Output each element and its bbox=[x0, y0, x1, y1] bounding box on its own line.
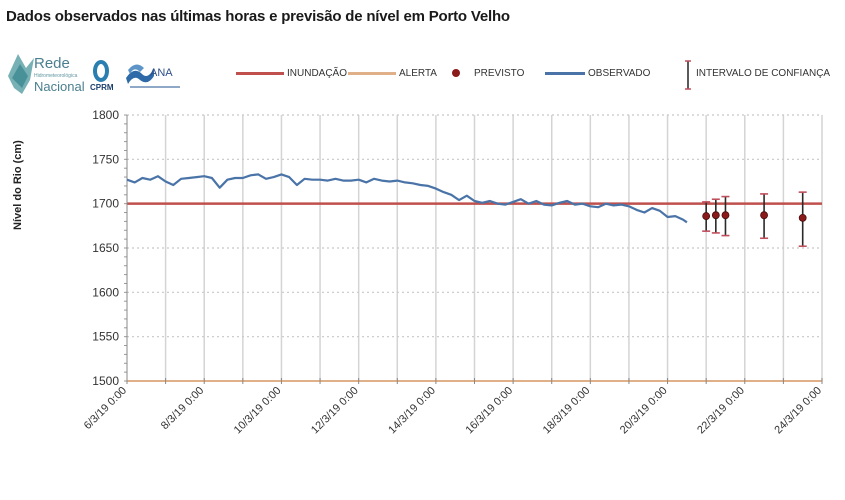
x-tick-label: 6/3/19 0:00 bbox=[82, 385, 129, 432]
x-tick-label: 10/3/19 0:00 bbox=[232, 385, 284, 437]
forecast-point bbox=[760, 211, 768, 220]
legend-line-observado bbox=[545, 71, 585, 75]
legend-label-intervalo: INTERVALO DE CONFIANÇA bbox=[696, 67, 831, 79]
x-tick-label: 8/3/19 0:00 bbox=[159, 385, 206, 432]
forecast-point bbox=[721, 211, 730, 220]
x-tick-label: 16/3/19 0:00 bbox=[463, 385, 515, 437]
y-tick-label: 1650 bbox=[92, 241, 119, 255]
legend-item-observado: OBSERVADO bbox=[545, 65, 650, 81]
legend-item-inundacao: INUNDAÇÃO bbox=[236, 65, 347, 81]
logos: Rede Hidrometeorológica Nacional CPRM AN… bbox=[8, 54, 180, 94]
cprm-logo: CPRM bbox=[90, 60, 114, 92]
page-title: Dados observados nas últimas horas e pre… bbox=[6, 8, 510, 25]
svg-text:ANA: ANA bbox=[150, 67, 173, 79]
svg-text:CPRM: CPRM bbox=[90, 83, 114, 92]
forecast-point bbox=[798, 213, 807, 222]
x-tick-label: 22/3/19 0:00 bbox=[695, 385, 747, 437]
y-tick-label: 1550 bbox=[92, 330, 119, 344]
ana-logo: ANA bbox=[126, 64, 180, 88]
legend-line-inundacao bbox=[236, 71, 284, 75]
observed-line bbox=[126, 173, 688, 224]
legend-label-inundacao: INUNDAÇÃO bbox=[287, 67, 348, 79]
x-tick-label: 12/3/19 0:00 bbox=[309, 385, 361, 437]
forecast-point bbox=[711, 211, 720, 220]
y-tick-label: 1500 bbox=[92, 374, 119, 388]
forecast-point bbox=[702, 212, 711, 220]
legend-item-alerta: ALERTA bbox=[348, 65, 437, 81]
forecast-series bbox=[702, 191, 807, 248]
svg-text:Rede: Rede bbox=[34, 55, 70, 72]
legend-label-previsto: PREVISTO bbox=[474, 67, 525, 79]
y-tick-label: 1600 bbox=[92, 285, 119, 299]
x-tick-label: 14/3/19 0:00 bbox=[386, 385, 438, 437]
legend-label-alerta: ALERTA bbox=[399, 67, 437, 79]
legend-item-intervalo: INTERVALO DE CONFIANÇA bbox=[684, 60, 831, 90]
x-tick-label: 24/3/19 0:00 bbox=[772, 385, 824, 437]
y-tick-label: 1750 bbox=[92, 152, 119, 166]
error-bar-icon bbox=[685, 60, 691, 90]
svg-text:Hidrometeorológica: Hidrometeorológica bbox=[34, 73, 78, 79]
y-tick-label: 1800 bbox=[92, 108, 119, 122]
observed-series bbox=[126, 173, 688, 224]
x-tick-label: 18/3/19 0:00 bbox=[541, 385, 593, 437]
y-tick-labels: 1500 1550 1600 1650 1700 1750 1800 bbox=[92, 108, 119, 388]
legend-line-alerta bbox=[348, 71, 396, 75]
x-tick-labels: 6/3/19 0:00 8/3/19 0:00 10/3/19 0:00 12/3/1… bbox=[82, 385, 824, 437]
legend-marker-previsto bbox=[452, 69, 460, 77]
legend-label-observado: OBSERVADO bbox=[588, 67, 651, 79]
rede-hidrometeorologica-logo: Rede Hidrometeorológica Nacional bbox=[8, 54, 85, 94]
legend-item-previsto: PREVISTO bbox=[452, 65, 524, 81]
y-tick-label: 1700 bbox=[92, 197, 119, 211]
x-tick-label: 20/3/19 0:00 bbox=[618, 385, 670, 437]
chart-legend: INUNDAÇÃO ALERTA PREVISTO OBSERVADO INTE… bbox=[0, 55, 845, 95]
axes bbox=[124, 114, 823, 384]
svg-text:Nacional: Nacional bbox=[34, 79, 85, 94]
